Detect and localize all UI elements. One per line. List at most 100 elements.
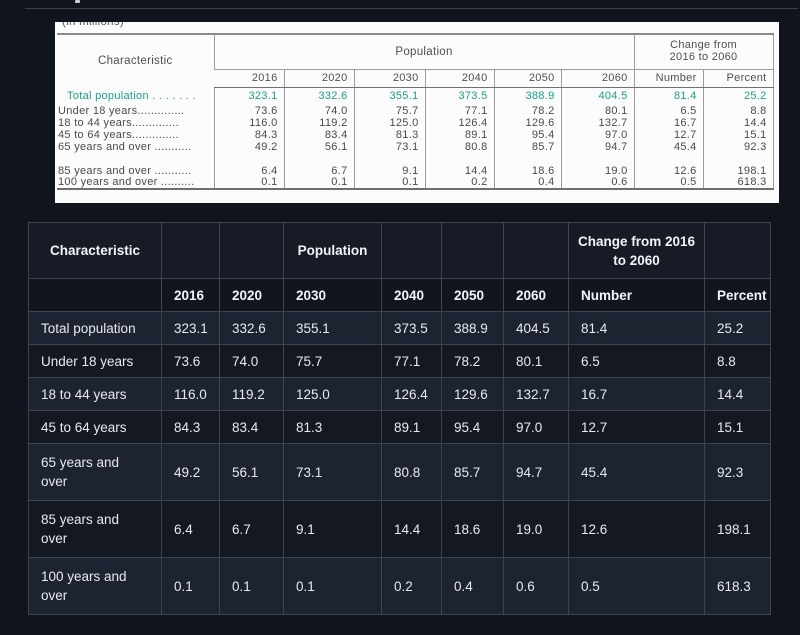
cell-value: 16.7 [568,377,705,411]
cell-value: 132.7 [560,117,635,129]
cell-value: 19.0 [503,500,569,558]
divider-line [25,8,798,9]
cell-value: 83.4 [219,410,284,444]
row-label: 18 to 44 years [28,377,162,411]
cell-value: 89.1 [381,410,442,444]
cell-value: 97.0 [560,129,635,141]
cell-value: 95.4 [441,410,504,444]
cell-value: 77.1 [381,344,442,378]
change-header: Change from 2016 to 2060 [633,34,774,70]
row-label: 45 to 64 years [28,410,162,444]
year-header: 2060 [560,69,635,88]
cell-value: 94.7 [503,443,569,501]
cell-value: 0.1 [213,177,284,189]
characteristic-header: Characteristic [28,222,162,279]
cell-value: 119.2 [219,377,284,411]
row-label: Total population . . . . . . . [67,89,196,102]
population-header: Population [213,34,635,70]
year-header: 2040 [424,69,494,88]
cell-value: 6.7 [219,500,284,558]
cell-value: 6.4 [161,500,220,558]
cell-value: 56.1 [219,443,284,501]
table-row: Total population 323.1 332.6 355.1 373.5 388.… [28,311,771,345]
cell-value: 618.3 [702,177,774,189]
cell-value: 95.4 [493,129,561,141]
cell-value: 6.5 [568,344,705,378]
cell-value: 94.7 [560,141,635,153]
row-label: Total population [28,311,162,345]
cell-value: 25.2 [704,311,771,345]
table-row: 18 to 44 years.............. 116.0 119.2 12… [57,117,774,129]
cell-value: 45.4 [633,141,704,153]
cell-value: 56.1 [283,141,354,153]
census-table-image-attachment[interactable]: (in millions) Characteristic Population … [55,22,779,203]
cell-value: 404.5 [503,311,569,345]
cell-value: 404.5 [560,87,635,105]
empty-header-cell [161,222,220,279]
cell-value: 78.2 [441,344,504,378]
cell-value: 0.2 [381,557,442,615]
cell-value: 74.0 [219,344,284,378]
cell-value: 198.1 [702,165,774,177]
cell-value: 80.1 [503,344,569,378]
cell-value: 126.4 [424,117,494,129]
cell-value: 15.1 [702,129,774,141]
table-row: 100 years and over .......... 0.1 0.1 0.1 0.… [57,177,774,189]
cell-value: 0.2 [424,177,494,189]
cell-value: 129.6 [441,377,504,411]
table-row: 85 years and over 6.4 6.7 9.1 14.4 18.6 19.0 12… [28,500,771,558]
cell-value: 9.1 [353,165,425,177]
table-row: 18 to 44 years 116.0 119.2 125.0 126.4 129.6 1… [28,377,771,411]
cell-value: 332.6 [283,87,354,105]
cell-value: 14.4 [424,165,494,177]
empty-header-cell [704,222,771,279]
characteristic-header: Characteristic [98,55,173,67]
row-label: 45 to 64 years.............. [58,129,179,141]
empty-header-cell [28,278,162,312]
row-label: 100 years and over [28,557,162,615]
cell-value: 126.4 [381,377,442,411]
percent-header: Percent [702,69,774,88]
year-header: 2060 [503,278,569,312]
table-row: 65 years and over 49.2 56.1 73.1 80.8 85.7 94.… [28,443,771,501]
empty-cell [424,153,494,165]
cell-value: 80.8 [381,443,442,501]
cell-value: 73.1 [283,443,382,501]
cell-value: 132.7 [503,377,569,411]
empty-cell [633,153,704,165]
cell-value: 8.8 [702,105,774,117]
cell-value: 49.2 [161,443,220,501]
year-header: 2030 [283,278,382,312]
year-header: 2020 [283,69,354,88]
empty-cell [57,153,214,165]
number-header: Number [633,69,704,88]
empty-header-cell [219,222,284,279]
empty-cell [702,153,774,165]
cell-value: 388.9 [441,311,504,345]
cell-value: 9.1 [283,500,382,558]
cell-value: 92.3 [704,443,771,501]
table-row: Total population . . . . . . . 323.1 332.6… [57,87,774,105]
row-label: 65 years and over ........... [58,141,192,153]
cell-value: 6.4 [213,165,284,177]
cell-value: 84.3 [161,410,220,444]
cell-value: 129.6 [493,117,561,129]
row-label: 85 years and over ........... [58,165,192,177]
table-row: 85 years and over ........... 6.4 6.7 9.1 14… [57,165,774,177]
cell-value: 73.6 [161,344,220,378]
cell-value: 75.7 [283,344,382,378]
row-label: Under 18 years.............. [58,105,185,117]
cell-value: 116.0 [161,377,220,411]
cell-value: 373.5 [424,87,494,105]
change-header: Change from 2016 to 2060 [568,222,705,279]
population-header: Population [283,222,382,279]
empty-header-cell [381,222,442,279]
cell-value: 75.7 [353,105,425,117]
cell-value: 14.4 [381,500,442,558]
cell-value: 388.9 [493,87,561,105]
table-row: 100 years and over 0.1 0.1 0.1 0.2 0.4 0.6 0.5 6… [28,557,771,615]
cropped-text-fragment [75,0,80,3]
year-header: 2040 [381,278,442,312]
cell-value: 0.1 [283,557,382,615]
cell-value: 12.7 [568,410,705,444]
